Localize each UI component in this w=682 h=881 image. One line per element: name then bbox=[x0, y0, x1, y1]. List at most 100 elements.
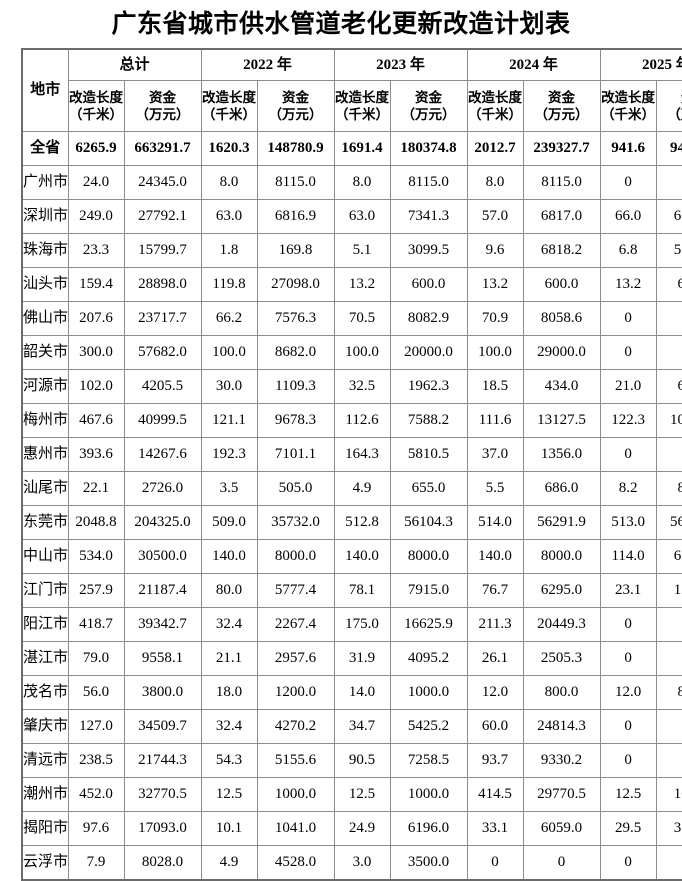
cell-2024-length: 5.5 bbox=[466, 471, 524, 506]
cell-2022-money: 1000.0 bbox=[256, 777, 335, 812]
cell-2024-length: 8.0 bbox=[466, 165, 524, 200]
cell-2024-money: 29000.0 bbox=[522, 335, 601, 370]
cell-2025-length: 0 bbox=[599, 607, 657, 642]
cell-2022-length: 30.0 bbox=[200, 369, 258, 404]
cell-2023-money: 7588.2 bbox=[389, 403, 468, 438]
metric-label-line1: 改造长度 bbox=[601, 90, 656, 105]
cell-2023-money: 8082.9 bbox=[389, 301, 468, 336]
cell-2022-length: 54.3 bbox=[200, 743, 258, 778]
column-header-city: 地市 bbox=[21, 48, 69, 132]
cell-total-money: 9558.1 bbox=[123, 641, 202, 676]
cell-2025-length: 0 bbox=[599, 709, 657, 744]
cell-city-name: 广州市 bbox=[21, 165, 69, 200]
cell-city-name: 茂名市 bbox=[21, 675, 69, 710]
cell-2023-length: 4.9 bbox=[333, 471, 391, 506]
cell-total-length: 6265.9 bbox=[67, 131, 125, 166]
cell-city-name: 东莞市 bbox=[21, 505, 69, 540]
cell-city-name: 肇庆市 bbox=[21, 709, 69, 744]
cell-total-money: 8028.0 bbox=[123, 845, 202, 881]
metric-label-line1: 改造长度 bbox=[202, 90, 257, 105]
cell-total-length: 238.5 bbox=[67, 743, 125, 778]
cell-2024-money: 13127.5 bbox=[522, 403, 601, 438]
cell-2024-length: 76.7 bbox=[466, 573, 524, 608]
water-pipe-renovation-plan-table: 地市 总计 2022 年 2023 年 2024 年 2025 年 改造长度 （… bbox=[21, 48, 682, 881]
cell-2024-length: 100.0 bbox=[466, 335, 524, 370]
cell-2024-money: 800.0 bbox=[522, 675, 601, 710]
cell-2022-money: 2267.4 bbox=[256, 607, 335, 642]
cell-2025-length: 0 bbox=[599, 165, 657, 200]
cell-city-name: 梅州市 bbox=[21, 403, 69, 438]
cell-2023-length: 24.9 bbox=[333, 811, 391, 846]
cell-2022-money: 27098.0 bbox=[256, 267, 335, 302]
cell-2025-length: 21.0 bbox=[599, 369, 657, 404]
cell-2023-money: 6196.0 bbox=[389, 811, 468, 846]
cell-2025-money: 1200.0 bbox=[655, 573, 682, 608]
metric-label-line1: 资金 bbox=[548, 90, 576, 105]
table-row: 揭阳市 97.6 17093.0 10.1 1041.0 24.9 6196.0 33.1 60… bbox=[21, 811, 682, 846]
cell-2025-length: 0 bbox=[599, 743, 657, 778]
column-group-total: 总计 bbox=[67, 48, 202, 81]
cell-city-name: 佛山市 bbox=[21, 301, 69, 336]
cell-total-money: 2726.0 bbox=[123, 471, 202, 506]
cell-2023-length: 100.0 bbox=[333, 335, 391, 370]
cell-city-name: 全省 bbox=[21, 131, 69, 166]
cell-2022-money: 35732.0 bbox=[256, 505, 335, 540]
cell-2024-money: 24814.3 bbox=[522, 709, 601, 744]
metric-unit-line2: （万元） bbox=[268, 107, 323, 122]
cell-2024-money: 686.0 bbox=[522, 471, 601, 506]
cell-total-money: 3800.0 bbox=[123, 675, 202, 710]
column-header-2025-length: 改造长度 （千米） bbox=[599, 80, 657, 132]
table-row: 汕尾市 22.1 2726.0 3.5 505.0 4.9 655.0 5.5 686.0 8.2… bbox=[21, 471, 682, 506]
metric-unit-line2: （万元） bbox=[135, 107, 190, 122]
cell-2025-money: 699.8 bbox=[655, 369, 682, 404]
cell-2022-length: 80.0 bbox=[200, 573, 258, 608]
cell-total-length: 56.0 bbox=[67, 675, 125, 710]
cell-2022-money: 9678.3 bbox=[256, 403, 335, 438]
metric-unit-line2: （万元） bbox=[534, 107, 589, 122]
cell-2025-length: 0 bbox=[599, 845, 657, 881]
cell-2022-money: 8682.0 bbox=[256, 335, 335, 370]
cell-2024-money: 8115.0 bbox=[522, 165, 601, 200]
cell-total-money: 23717.7 bbox=[123, 301, 202, 336]
cell-total-money: 15799.7 bbox=[123, 233, 202, 268]
cell-2024-money: 600.0 bbox=[522, 267, 601, 302]
cell-2024-length: 60.0 bbox=[466, 709, 524, 744]
cell-2025-length: 122.3 bbox=[599, 403, 657, 438]
cell-2023-length: 78.1 bbox=[333, 573, 391, 608]
cell-2022-money: 2957.6 bbox=[256, 641, 335, 676]
cell-2022-money: 1109.3 bbox=[256, 369, 335, 404]
cell-2022-length: 140.0 bbox=[200, 539, 258, 574]
cell-2025-length: 0 bbox=[599, 641, 657, 676]
cell-2025-length: 12.0 bbox=[599, 675, 657, 710]
cell-2025-money: 1000.0 bbox=[655, 777, 682, 812]
cell-2022-length: 10.1 bbox=[200, 811, 258, 846]
column-group-2022: 2022 年 bbox=[200, 48, 335, 81]
cell-2022-length: 1.8 bbox=[200, 233, 258, 268]
cell-total-length: 97.6 bbox=[67, 811, 125, 846]
cell-2025-money: 0 bbox=[655, 845, 682, 881]
cell-2022-length: 119.8 bbox=[200, 267, 258, 302]
cell-2024-length: 18.5 bbox=[466, 369, 524, 404]
column-header-2022-money: 资金 （万元） bbox=[256, 80, 335, 132]
cell-2025-length: 13.2 bbox=[599, 267, 657, 302]
cell-total-length: 393.6 bbox=[67, 437, 125, 472]
cell-2022-money: 1041.0 bbox=[256, 811, 335, 846]
cell-2022-money: 5155.6 bbox=[256, 743, 335, 778]
cell-2022-length: 12.5 bbox=[200, 777, 258, 812]
cell-2022-money: 8000.0 bbox=[256, 539, 335, 574]
cell-2025-length: 8.2 bbox=[599, 471, 657, 506]
column-group-2025: 2025 年 bbox=[599, 48, 682, 81]
metric-unit-line2: （千米） bbox=[601, 107, 656, 122]
cell-2023-length: 1691.4 bbox=[333, 131, 391, 166]
cell-2024-length: 93.7 bbox=[466, 743, 524, 778]
cell-2024-money: 6295.0 bbox=[522, 573, 601, 608]
cell-2023-money: 1962.3 bbox=[389, 369, 468, 404]
cell-2025-money: 0 bbox=[655, 641, 682, 676]
table-header: 地市 总计 2022 年 2023 年 2024 年 2025 年 改造长度 （… bbox=[21, 48, 682, 132]
cell-2022-money: 6816.9 bbox=[256, 199, 335, 234]
cell-total-money: 34509.7 bbox=[123, 709, 202, 744]
cell-2024-money: 239327.7 bbox=[522, 131, 601, 166]
cell-2023-money: 7341.3 bbox=[389, 199, 468, 234]
cell-2025-length: 0 bbox=[599, 437, 657, 472]
cell-city-name: 中山市 bbox=[21, 539, 69, 574]
